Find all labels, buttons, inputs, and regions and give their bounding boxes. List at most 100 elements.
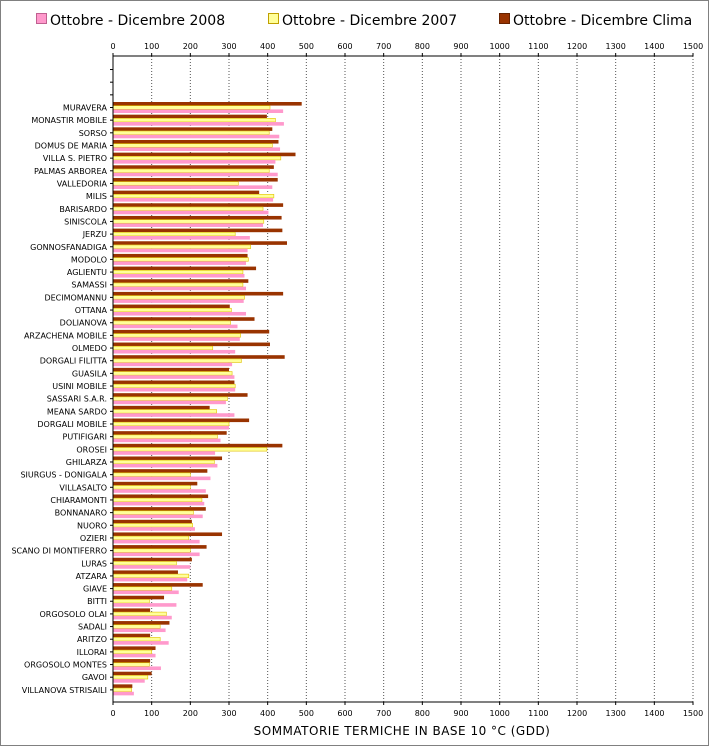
y-tick-label: NUORO bbox=[77, 521, 107, 530]
y-tick-label: BONNANARO bbox=[55, 509, 107, 518]
x-axis-label: SOMMATORIE TERMICHE IN BASE 10 °C (GDD) bbox=[253, 724, 551, 738]
bar-clima bbox=[113, 481, 198, 486]
bar-2007 bbox=[112, 687, 132, 692]
bar-2008 bbox=[113, 653, 156, 658]
bar-2008 bbox=[113, 438, 221, 443]
x-tick-label-bottom: 200 bbox=[183, 709, 198, 718]
bar-2008 bbox=[113, 223, 264, 227]
y-tick-label: DORGALI FILITTA bbox=[40, 357, 108, 366]
x-tick-label-bottom: 1400 bbox=[644, 709, 664, 718]
bar-2007 bbox=[112, 156, 282, 161]
x-tick-label-bottom: 500 bbox=[299, 709, 314, 718]
legend-label-2007: Ottobre - Dicembre 2007 bbox=[282, 13, 458, 29]
y-tick-label: SAMASSI bbox=[71, 281, 107, 290]
y-tick-label: ORGOSOLO MONTES bbox=[24, 661, 107, 670]
bar-clima bbox=[113, 127, 273, 131]
bar-2007 bbox=[112, 282, 244, 287]
bar-2008 bbox=[113, 109, 284, 113]
bar-2007 bbox=[112, 649, 152, 654]
y-tick-label: GONNOSFANADIGA bbox=[30, 243, 107, 252]
bar-2008 bbox=[113, 286, 247, 291]
bar-clima bbox=[113, 114, 267, 119]
bar-2007 bbox=[112, 421, 230, 427]
bar-2007 bbox=[112, 244, 251, 249]
y-tick-label: BITTI bbox=[87, 597, 107, 606]
bar-clima bbox=[113, 469, 208, 473]
y-tick-label: ARITZO bbox=[77, 635, 107, 644]
bar-2008 bbox=[113, 122, 284, 126]
bar-2008 bbox=[113, 387, 236, 392]
y-tick-label: SINISCOLA bbox=[64, 217, 107, 226]
y-tick-label: MONASTIR MOBILE bbox=[31, 116, 107, 125]
bar-clima bbox=[113, 266, 257, 271]
bar-2008 bbox=[113, 324, 238, 329]
y-tick-label: SORSO bbox=[79, 129, 107, 138]
bar-2008 bbox=[113, 565, 191, 569]
bar-2007 bbox=[112, 535, 190, 541]
bar-2007 bbox=[112, 333, 241, 338]
x-tick-label-bottom: 1200 bbox=[567, 709, 587, 718]
bar-clima bbox=[113, 355, 285, 359]
x-tick-label-bottom: 1000 bbox=[489, 709, 509, 718]
bar-clima bbox=[113, 633, 151, 638]
y-tick-label: VILLA S. PIETRO bbox=[43, 154, 107, 163]
bar-clima bbox=[113, 139, 279, 144]
bar-2008 bbox=[113, 501, 205, 506]
bar-layer bbox=[112, 102, 302, 696]
x-tick-label-bottom: 800 bbox=[415, 709, 430, 718]
bar-2008 bbox=[113, 362, 233, 367]
bar-2008 bbox=[113, 261, 247, 265]
bar-2008 bbox=[113, 552, 200, 557]
bar-2007 bbox=[112, 497, 203, 503]
bar-clima bbox=[113, 228, 283, 233]
bar-2007 bbox=[112, 269, 244, 275]
bar-2008 bbox=[113, 577, 188, 582]
bar-clima bbox=[113, 317, 255, 321]
x-tick-label-top: 200 bbox=[183, 42, 198, 51]
bar-clima bbox=[113, 545, 207, 549]
bar-2008 bbox=[113, 172, 278, 177]
bar-2008 bbox=[113, 248, 248, 253]
y-tick-label: MILIS bbox=[86, 192, 107, 201]
bar-clima bbox=[113, 165, 274, 169]
y-tick-label: DOLIANOVA bbox=[60, 319, 108, 328]
bar-2007 bbox=[112, 358, 242, 363]
bar-2008 bbox=[113, 489, 206, 493]
bar-2007 bbox=[112, 232, 236, 237]
bar-2007 bbox=[112, 434, 218, 439]
bar-2008 bbox=[113, 147, 281, 151]
bar-2007 bbox=[112, 561, 177, 566]
bar-2008 bbox=[113, 527, 195, 531]
bar-2008 bbox=[113, 413, 235, 417]
y-tick-label: GHILARZA bbox=[66, 458, 108, 467]
y-tick-label: OLMEDO bbox=[72, 344, 107, 353]
x-tick-label-top: 1400 bbox=[644, 42, 664, 51]
bar-clima bbox=[113, 456, 223, 461]
x-tick-label-top: 300 bbox=[221, 42, 236, 51]
x-tick-label-bottom: 1300 bbox=[605, 709, 625, 718]
y-tick-label: ORGOSOLO OLAI bbox=[39, 610, 107, 619]
x-tick-label-bottom: 300 bbox=[221, 709, 236, 718]
y-tick-label: DECIMOMANNU bbox=[44, 293, 107, 302]
y-tick-label: SIURGUS - DONIGALA bbox=[20, 471, 107, 480]
x-tick-label-top: 100 bbox=[144, 42, 159, 51]
y-tick-label: OROSEI bbox=[76, 445, 107, 454]
bar-2008 bbox=[113, 679, 145, 683]
bar-2008 bbox=[113, 160, 276, 164]
bar-clima bbox=[113, 659, 151, 663]
bar-2008 bbox=[113, 615, 172, 620]
bar-clima bbox=[113, 304, 230, 309]
y-tick-label: SCANO DI MONTIFERRO bbox=[11, 547, 107, 556]
bar-2007 bbox=[112, 118, 276, 123]
bar-2008 bbox=[113, 337, 240, 341]
legend-swatch-clima bbox=[499, 13, 510, 24]
x-tick-label-top: 900 bbox=[453, 42, 468, 51]
bar-2008 bbox=[113, 451, 216, 455]
bar-2008 bbox=[113, 641, 169, 645]
bar-2008 bbox=[113, 375, 235, 379]
bar-clima bbox=[113, 418, 250, 423]
x-tick-label-top: 400 bbox=[260, 42, 275, 51]
x-tick-label-top: 1100 bbox=[528, 42, 548, 51]
x-tick-label-top: 700 bbox=[376, 42, 391, 51]
